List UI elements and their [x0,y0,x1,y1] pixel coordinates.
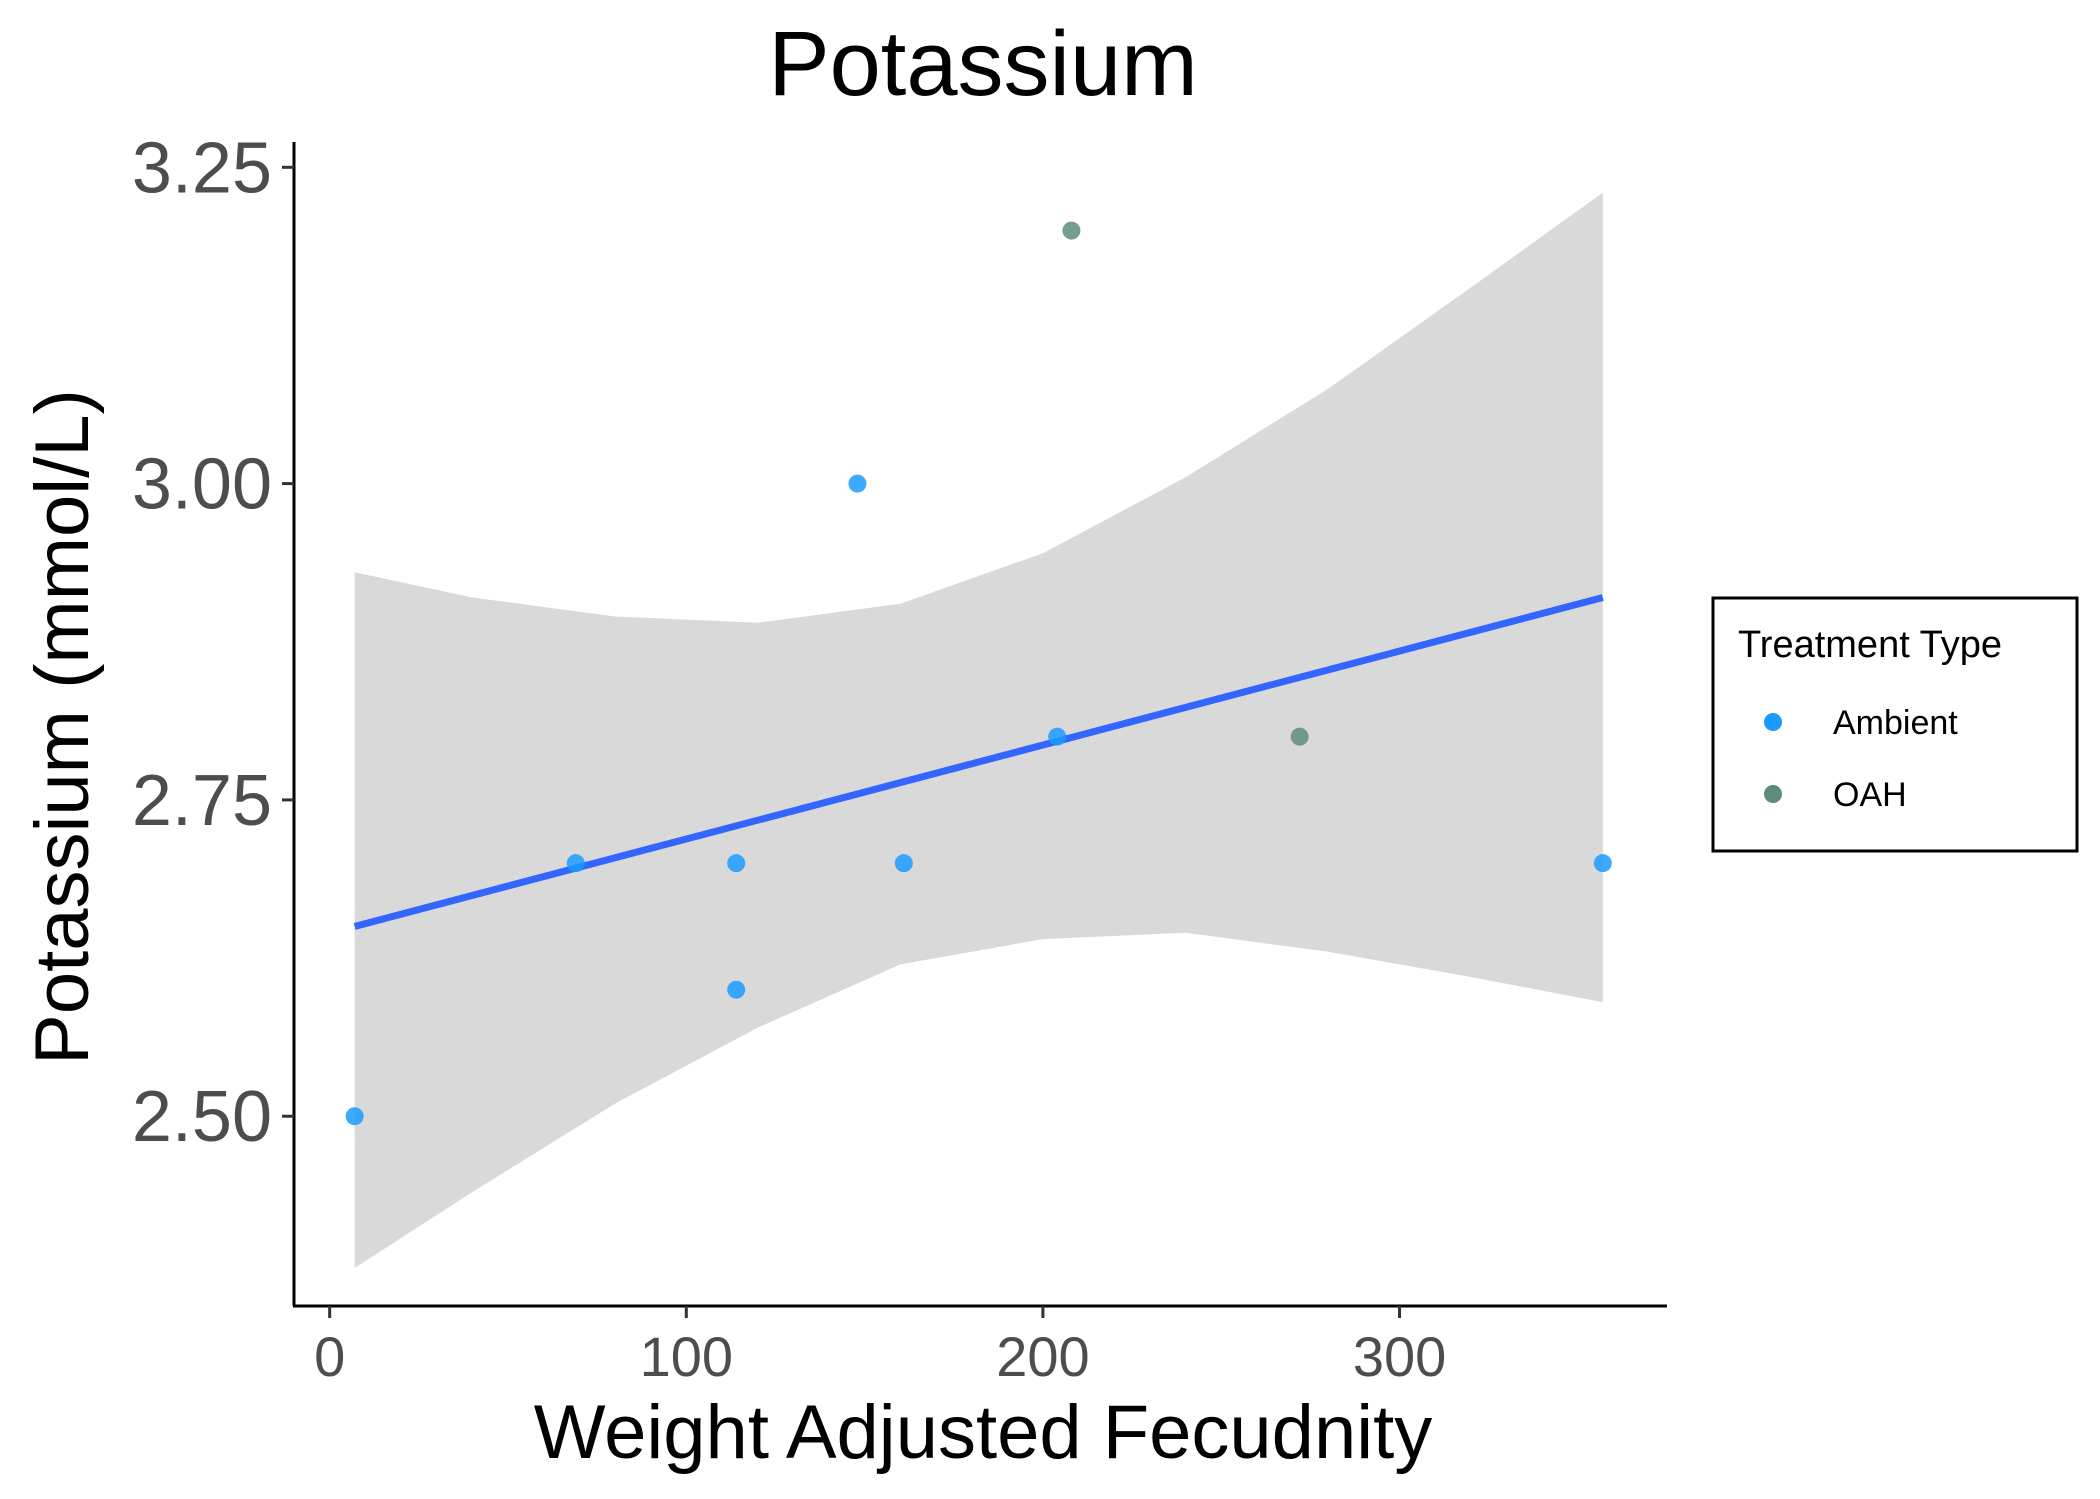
x-tick-label: 100 [640,1325,733,1388]
data-point-ambient-6 [1048,727,1067,746]
legend: Treatment Type Ambient OAH [1711,596,2079,853]
y-axis-title: Potassium (mmol/L) [20,389,105,1065]
data-point-ambient-2 [727,854,746,873]
data-point-oah-1 [1290,727,1309,746]
y-tick-label: 3.00 [132,445,272,525]
data-point-ambient-5 [894,854,913,873]
legend-label-oah: OAH [1833,776,1907,814]
x-tick-label: 0 [314,1325,345,1388]
data-point-oah-0 [1062,221,1081,240]
legend-marker-ambient [1764,713,1782,731]
y-tick-label: 2.75 [132,761,272,841]
x-tick-label: 200 [996,1325,1089,1388]
legend-title: Treatment Type [1738,624,2002,666]
data-point-ambient-0 [345,1107,364,1126]
data-point-ambient-4 [848,474,867,493]
data-point-ambient-7 [1593,854,1612,873]
y-axis-ticks: 2.50 2.75 3.00 3.25 [132,128,294,1157]
x-axis-ticks: 0 100 200 300 [314,1306,1446,1388]
confidence-band [354,192,1603,1269]
x-axis-title: Weight Adjusted Fecudnity [534,1390,1432,1475]
chart-title: Potassium [768,13,1198,115]
legend-label-ambient: Ambient [1833,704,1958,742]
plot-area [345,192,1612,1269]
y-tick-label: 3.25 [132,128,272,208]
fit-line [353,594,1604,930]
x-tick-label: 300 [1353,1325,1446,1388]
data-point-ambient-3 [727,980,746,999]
data-point-ambient-1 [566,854,585,873]
legend-marker-oah [1764,785,1782,803]
y-tick-label: 2.50 [132,1077,272,1157]
